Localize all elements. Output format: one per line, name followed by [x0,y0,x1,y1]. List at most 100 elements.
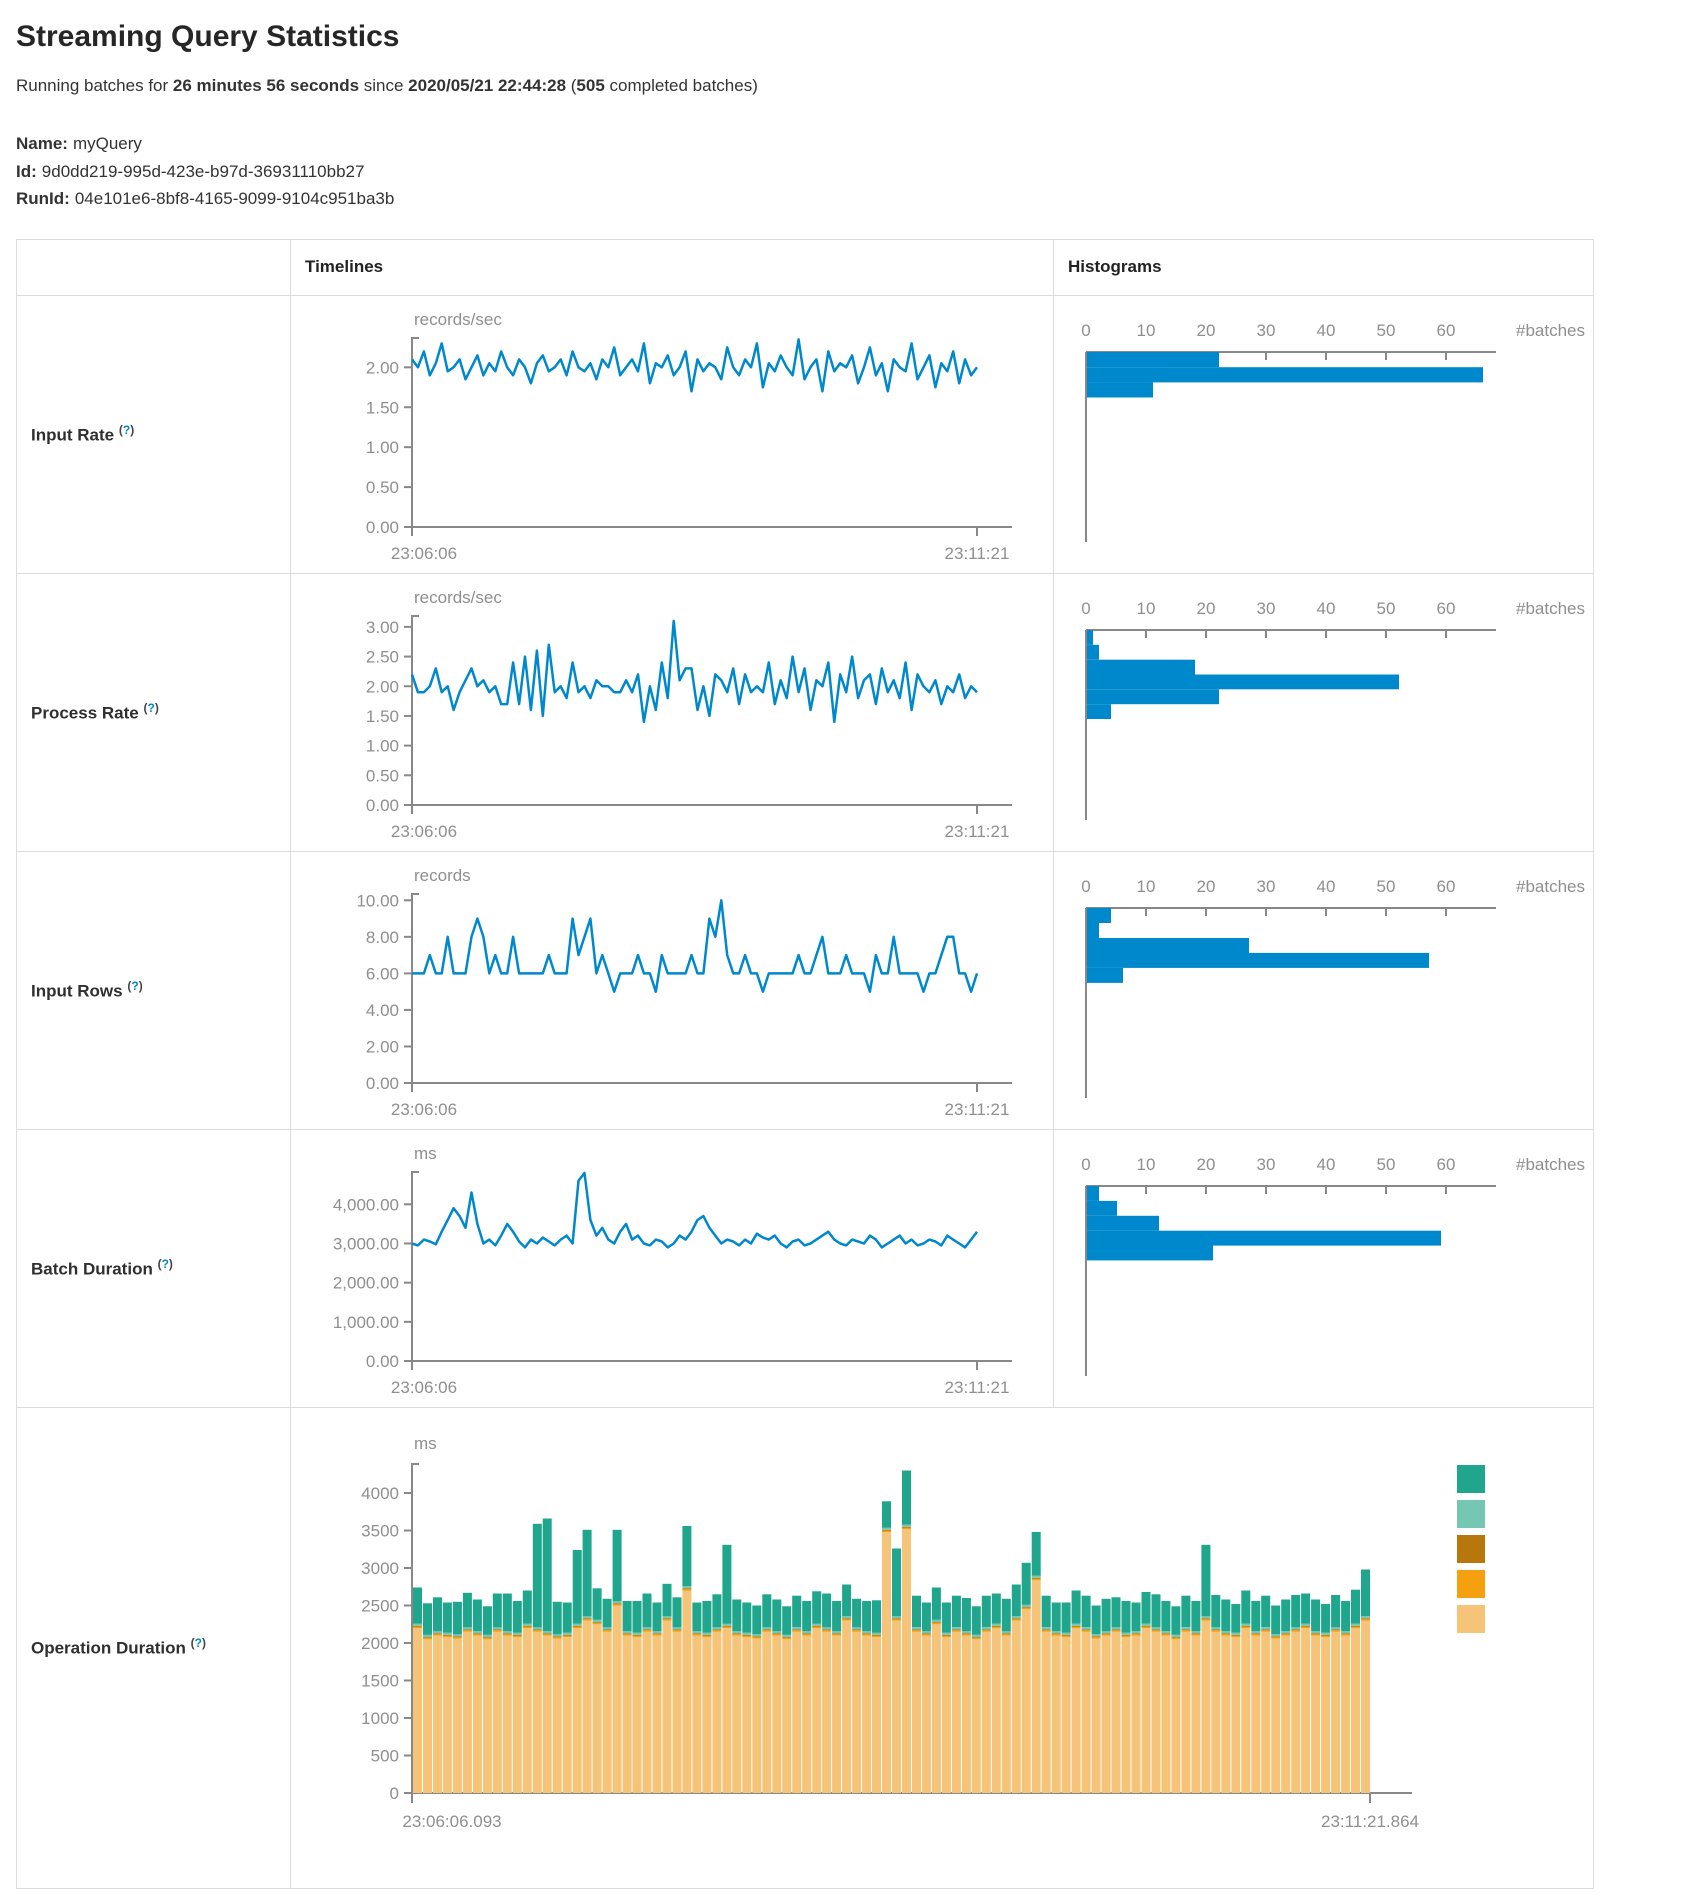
process-rate-label: Process Rate [31,703,139,723]
svg-text:0: 0 [1081,321,1090,340]
operation-duration-label-cell: Operation Duration (?) [16,1406,291,1889]
operation-duration-chart-cell: ms 4000 3500 3000 2500 2000 1500 1000 500 0 23:06:… [290,1406,1594,1889]
input-rows-histogram-chart: 0 10 20 30 40 50 60 #batches [1060,858,1593,1128]
svg-text:500: 500 [371,1746,399,1765]
batches-suffix: completed batches) [604,76,758,95]
svg-text:40: 40 [1317,321,1336,340]
batch-duration-timeline-cell: ms 4,000.00 3,000.00 2,000.00 1,000.00 0.00 23… [290,1128,1054,1408]
svg-text:40: 40 [1317,1155,1336,1174]
svg-text:0.00: 0.00 [366,1352,399,1371]
svg-text:2000: 2000 [361,1634,399,1653]
input-rows-label-cell: Input Rows (?) [16,850,291,1130]
svg-text:1500: 1500 [361,1671,399,1690]
svg-text:60: 60 [1437,321,1456,340]
svg-text:30: 30 [1257,321,1276,340]
input-rows-timeline-cell: records 10.00 8.00 6.00 4.00 2.00 0.00 23:06:06… [290,850,1054,1130]
svg-text:3000: 3000 [361,1559,399,1578]
svg-text:50: 50 [1377,877,1396,896]
svg-text:60: 60 [1437,1155,1456,1174]
svg-text:0: 0 [1081,599,1090,618]
svg-text:50: 50 [1377,321,1396,340]
svg-text:10: 10 [1137,1155,1156,1174]
header-timelines: Timelines [290,238,1054,296]
batch-duration-histogram-cell: 0 10 20 30 40 50 60 #batches [1053,1128,1594,1408]
input-rate-label: Input Rate [31,425,115,445]
svg-text:60: 60 [1437,877,1456,896]
running-prefix: Running batches for [16,76,173,95]
svg-text:23:06:06: 23:06:06 [391,1378,457,1397]
svg-text:20: 20 [1197,1155,1216,1174]
svg-text:30: 30 [1257,877,1276,896]
since-word: since [359,76,409,95]
input-rows-label: Input Rows [31,981,123,1001]
operation-duration-row: Operation Duration (?) ms 4000 3500 3000 250… [16,1406,1594,1889]
svg-text:20: 20 [1197,877,1216,896]
svg-text:#batches: #batches [1516,321,1585,340]
svg-text:30: 30 [1257,599,1276,618]
svg-text:8.00: 8.00 [366,927,399,946]
query-runid-value: 04e101e6-8bf8-4165-9099-9104c951ba3b [74,189,395,209]
operation-duration-label: Operation Duration [31,1638,186,1658]
statistics-table: Timelines Histograms Input Rate (?) reco… [16,238,1594,1889]
svg-text:ms: ms [414,1144,437,1163]
svg-text:20: 20 [1197,599,1216,618]
input-rows-help-icon[interactable]: (?) [127,978,143,993]
svg-text:23:06:06.093: 23:06:06.093 [402,1812,501,1831]
batch-duration-row: Batch Duration (?) ms 4,000.00 3,000.00 2,0… [16,1128,1594,1408]
svg-text:0: 0 [1081,1155,1090,1174]
svg-text:23:06:06: 23:06:06 [391,544,457,563]
batch-duration-help-icon[interactable]: (?) [157,1256,173,1271]
svg-text:2.50: 2.50 [366,647,399,666]
input-rate-label-cell: Input Rate (?) [16,294,291,574]
svg-text:#batches: #batches [1516,599,1585,618]
svg-text:10: 10 [1137,877,1156,896]
input-rate-row: Input Rate (?) records/sec 2.00 1.50 1.00 0.… [16,294,1594,574]
process-rate-help-icon[interactable]: (?) [143,700,159,715]
operation-duration-help-icon[interactable]: (?) [190,1636,206,1651]
svg-text:10.00: 10.00 [356,891,399,910]
svg-text:0.00: 0.00 [366,518,399,537]
batch-duration-label-cell: Batch Duration (?) [16,1128,291,1408]
svg-text:40: 40 [1317,599,1336,618]
input-rate-histogram-cell: 0 10 20 30 40 50 60 #batches [1053,294,1594,574]
svg-text:1.00: 1.00 [366,736,399,755]
svg-text:0.00: 0.00 [366,796,399,815]
input-rows-row: Input Rows (?) records 10.00 8.00 6.00 4.00 2… [16,850,1594,1130]
start-time: 2020/05/21 22:44:28 [408,76,567,95]
input-rate-help-icon[interactable]: (?) [118,422,135,437]
page-title: Streaming Query Statistics [16,20,400,53]
svg-text:3.00: 3.00 [366,617,399,636]
process-rate-row: Process Rate (?) records/sec 3.00 2.50 2.00… [16,572,1594,852]
svg-text:#batches: #batches [1516,1155,1585,1174]
svg-text:23:11:21: 23:11:21 [945,1378,1010,1397]
svg-text:records: records [414,866,471,885]
svg-text:ms: ms [414,1434,437,1453]
batch-duration-histogram-chart: 0 10 20 30 40 50 60 #batches [1060,1136,1593,1406]
svg-text:2.00: 2.00 [366,677,399,696]
completed-batch-count: 505 [576,76,605,95]
svg-text:1.00: 1.00 [366,438,399,457]
svg-text:3500: 3500 [361,1521,399,1540]
process-rate-timeline-chart: records/sec 3.00 2.50 2.00 1.50 1.00 0.50 0.00 2… [297,580,1053,850]
svg-text:3,000.00: 3,000.00 [333,1234,399,1253]
paren-open: ( [566,76,577,95]
query-name-label: Name: [16,134,68,153]
operation-duration-stacked-chart: ms 4000 3500 3000 2500 2000 1500 1000 500 0 23:06:… [297,1418,1593,1888]
svg-text:6.00: 6.00 [366,964,399,983]
svg-text:2.00: 2.00 [366,1037,399,1056]
svg-text:50: 50 [1377,1155,1396,1174]
svg-text:0: 0 [1081,877,1090,896]
svg-text:40: 40 [1317,877,1336,896]
svg-text:1,000.00: 1,000.00 [333,1312,399,1331]
query-runid-label: RunId: [16,189,70,209]
svg-text:1000: 1000 [361,1709,399,1728]
query-name-value: myQuery [72,134,142,153]
input-rows-histogram-cell: 0 10 20 30 40 50 60 #batches [1053,850,1594,1130]
svg-text:23:11:21.864: 23:11:21.864 [1321,1812,1419,1831]
process-rate-histogram-cell: 0 10 20 30 40 50 60 #batches [1053,572,1594,852]
svg-text:0.50: 0.50 [366,766,399,785]
query-runid-line: RunId: 04e101e6-8bf8-4165-9099-9104c951ba… [16,185,1677,213]
svg-text:10: 10 [1137,321,1156,340]
svg-text:0.50: 0.50 [366,478,399,497]
